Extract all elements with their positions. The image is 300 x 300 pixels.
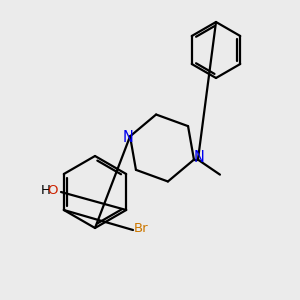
Text: H: H (41, 184, 51, 197)
Text: O: O (48, 184, 58, 197)
Text: N: N (123, 130, 134, 145)
Text: Br: Br (134, 223, 148, 236)
Text: N: N (194, 150, 204, 165)
